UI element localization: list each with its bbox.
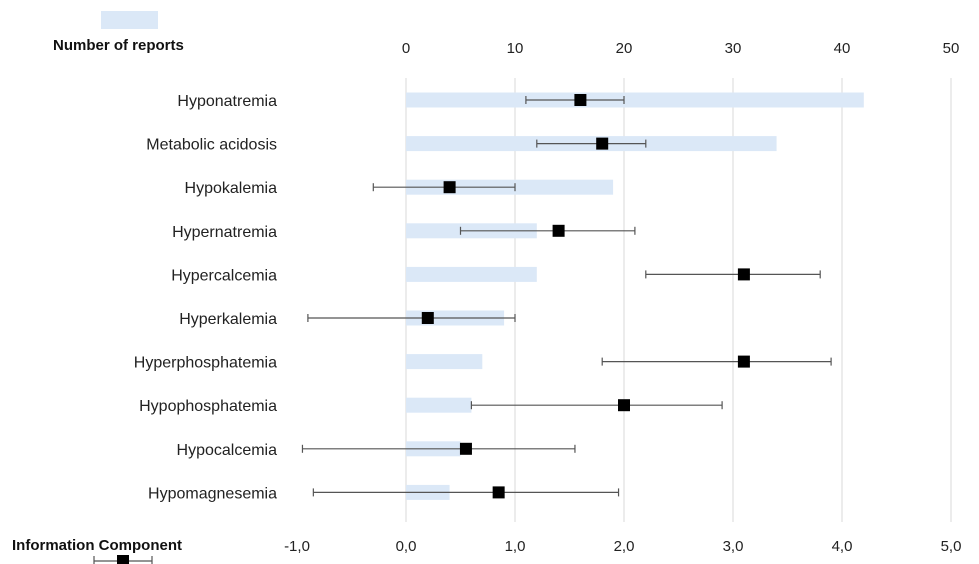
category-label: Hypercalcemia [171, 267, 277, 284]
top-tick-label: 30 [725, 40, 742, 57]
reports-bar [406, 397, 472, 413]
category-label: Hyperkalemia [179, 311, 277, 328]
reports-bar [406, 92, 864, 108]
ic-marker [459, 442, 472, 455]
bottom-tick-label: -1,0 [284, 538, 310, 555]
top-tick-label: 0 [402, 40, 410, 57]
legend-number-of-reports: Number of reports [53, 37, 184, 54]
category-label: Hyperphosphatemia [134, 355, 277, 372]
ic-marker [737, 355, 750, 368]
top-tick-label: 40 [834, 40, 851, 57]
bottom-axis-ticks: -1,0 0,0 1,0 2,0 3,0 4,0 5,0 [284, 538, 961, 555]
reports-bar [406, 266, 537, 282]
ic-marker [421, 312, 434, 324]
category-label: Hypernatremia [172, 224, 277, 241]
category-labels: Hyponatremia Metabolic acidosis Hypokalemi… [134, 93, 277, 502]
ic-marker [574, 94, 587, 106]
legend: Number of reports Information Component [12, 11, 184, 564]
reports-bar [406, 354, 483, 370]
top-tick-label: 10 [507, 40, 524, 57]
category-label: Hypokalemia [185, 180, 278, 197]
bottom-tick-label: 3,0 [723, 538, 744, 555]
category-label: Hypomagnesemia [148, 485, 277, 502]
bars [406, 92, 864, 500]
ic-marker [443, 181, 456, 194]
legend-information-component: Information Component [12, 537, 182, 554]
bottom-tick-label: 5,0 [941, 538, 962, 555]
category-label: Metabolic acidosis [146, 137, 277, 154]
error-bars [301, 96, 832, 497]
ic-marker [737, 268, 750, 281]
legend-bar-swatch [101, 11, 158, 29]
bottom-tick-label: 0,0 [396, 538, 417, 555]
ic-marker [552, 224, 565, 237]
ic-marker [618, 399, 630, 412]
category-label: Hypophosphatemia [139, 398, 277, 415]
ic-marker [492, 486, 505, 499]
top-tick-label: 20 [616, 40, 633, 57]
category-label: Hyponatremia [177, 93, 277, 110]
grid [405, 78, 952, 522]
top-axis-ticks: 0 10 20 30 40 50 [402, 40, 960, 57]
legend-marker-swatch [117, 555, 129, 564]
bottom-tick-label: 2,0 [614, 538, 635, 555]
category-label: Hypocalcemia [177, 442, 278, 459]
bottom-tick-label: 4,0 [832, 538, 853, 555]
bottom-tick-label: 1,0 [505, 538, 526, 555]
ic-markers [421, 94, 750, 499]
ic-marker [596, 137, 609, 150]
top-tick-label: 50 [943, 40, 960, 57]
